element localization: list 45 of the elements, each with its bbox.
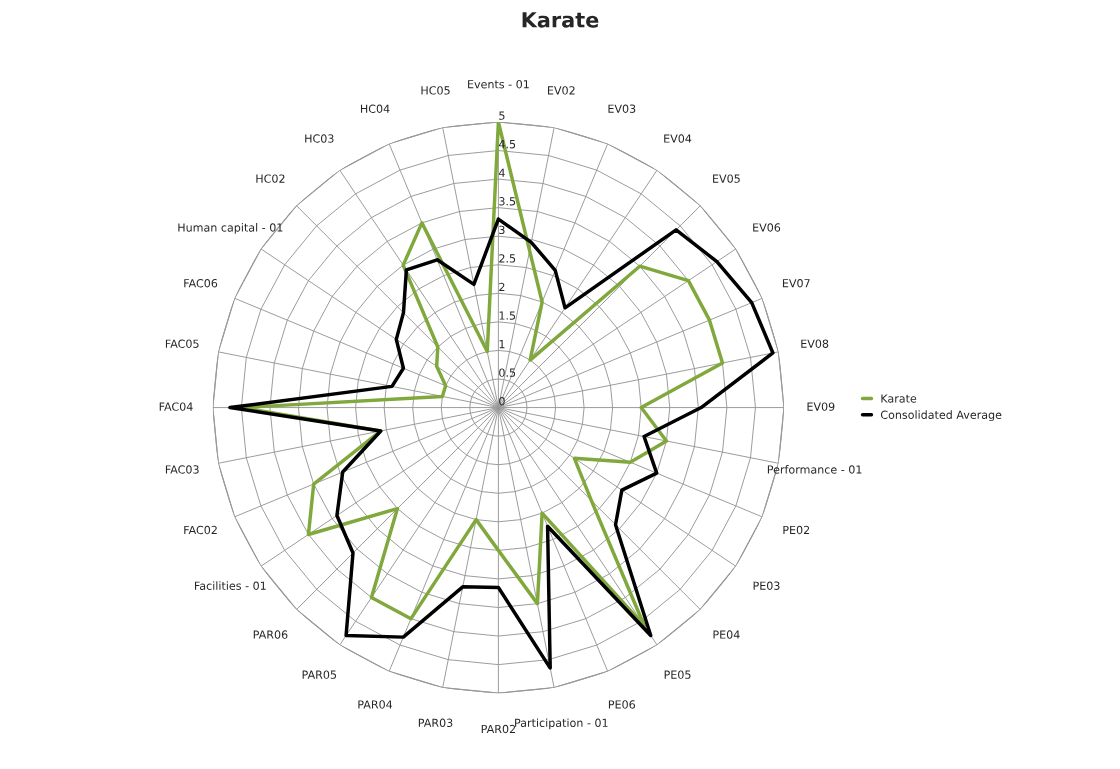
spoke-label: Events - 01 (468, 79, 529, 89)
spoke-label: PAR06 (253, 630, 288, 639)
spoke-label: EV02 (548, 86, 575, 95)
spoke-label: FAC02 (184, 525, 217, 535)
spoke-label: PAR04 (358, 700, 393, 709)
y-tick-label: 3.5 (499, 197, 516, 206)
spoke-label: PE02 (783, 525, 810, 535)
spoke-label: PE06 (608, 700, 636, 709)
spoke-label: FAC05 (165, 339, 199, 348)
y-tick-label: 0 (499, 397, 505, 406)
spoke-label: HC05 (421, 86, 450, 95)
spoke-label: EV04 (664, 134, 692, 143)
y-tick-label: 2 (499, 282, 505, 292)
y-tick-label: 0.5 (499, 368, 516, 377)
spoke-label: PAR05 (302, 670, 337, 679)
spoke-label: PE04 (713, 630, 740, 639)
spoke-label: Participation - 01 (515, 718, 608, 730)
spoke-label: FAC06 (184, 279, 218, 288)
spoke-label: Human capital - 01 (178, 223, 283, 234)
y-tick-label: 3 (499, 225, 505, 235)
y-tick-label: 5 (499, 111, 505, 120)
spoke-label: HC02 (256, 174, 285, 183)
legend-label: Karate (881, 394, 917, 403)
spoke-label: EV03 (608, 104, 636, 113)
legend-label: Consolidated Average (880, 410, 1002, 422)
spoke-label: Performance - 01 (767, 465, 862, 474)
y-tick-label: 1 (499, 340, 505, 349)
spoke-label: FAC03 (165, 465, 199, 474)
spoke-label: HC04 (360, 104, 390, 113)
spoke-label: EV09 (807, 402, 835, 411)
spoke-label: PAR02 (481, 724, 516, 734)
spoke-label: FAC04 (159, 402, 193, 411)
spoke-label: HC03 (305, 134, 334, 143)
spoke-label: PAR03 (418, 718, 453, 727)
y-tick-label: 1.5 (499, 311, 516, 320)
spoke-label: PE05 (664, 670, 691, 679)
spoke-label: EV08 (801, 339, 829, 348)
chart-title: Karate (522, 12, 599, 28)
spoke-label: PE03 (753, 581, 780, 590)
spoke-label: EV05 (713, 174, 740, 183)
y-tick-label: 4 (498, 168, 505, 177)
spoke-label: EV07 (782, 279, 810, 288)
spoke-label: Facilities - 01 (195, 581, 266, 590)
y-tick-label: 2.5 (499, 254, 516, 263)
spoke-label: EV06 (753, 223, 781, 232)
